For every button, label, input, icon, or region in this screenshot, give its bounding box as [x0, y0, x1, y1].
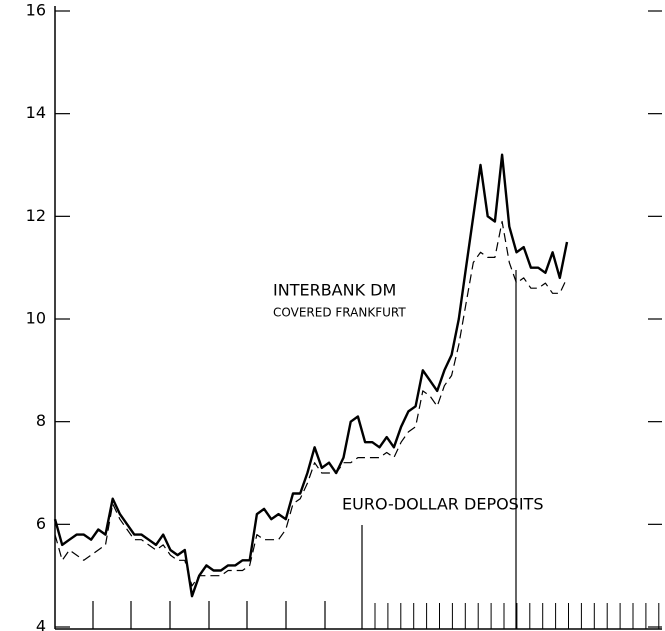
- series-label: EURO-DOLLAR DEPOSITS: [342, 495, 543, 514]
- y-tick-label: 12: [26, 206, 46, 225]
- annotation: COVERED FRANKFURT: [273, 306, 406, 320]
- y-tick-label: 14: [26, 103, 46, 122]
- line: [53, 153, 569, 598]
- y-tick-label: 16: [26, 1, 46, 20]
- line: [54, 220, 568, 587]
- y-tick-label: 6: [36, 514, 46, 533]
- y-tick-label: 8: [36, 411, 46, 430]
- y-tick-label: 10: [26, 309, 46, 328]
- series-label: INTERBANK DM: [273, 281, 396, 300]
- y-tick-label: 4: [36, 617, 46, 631]
